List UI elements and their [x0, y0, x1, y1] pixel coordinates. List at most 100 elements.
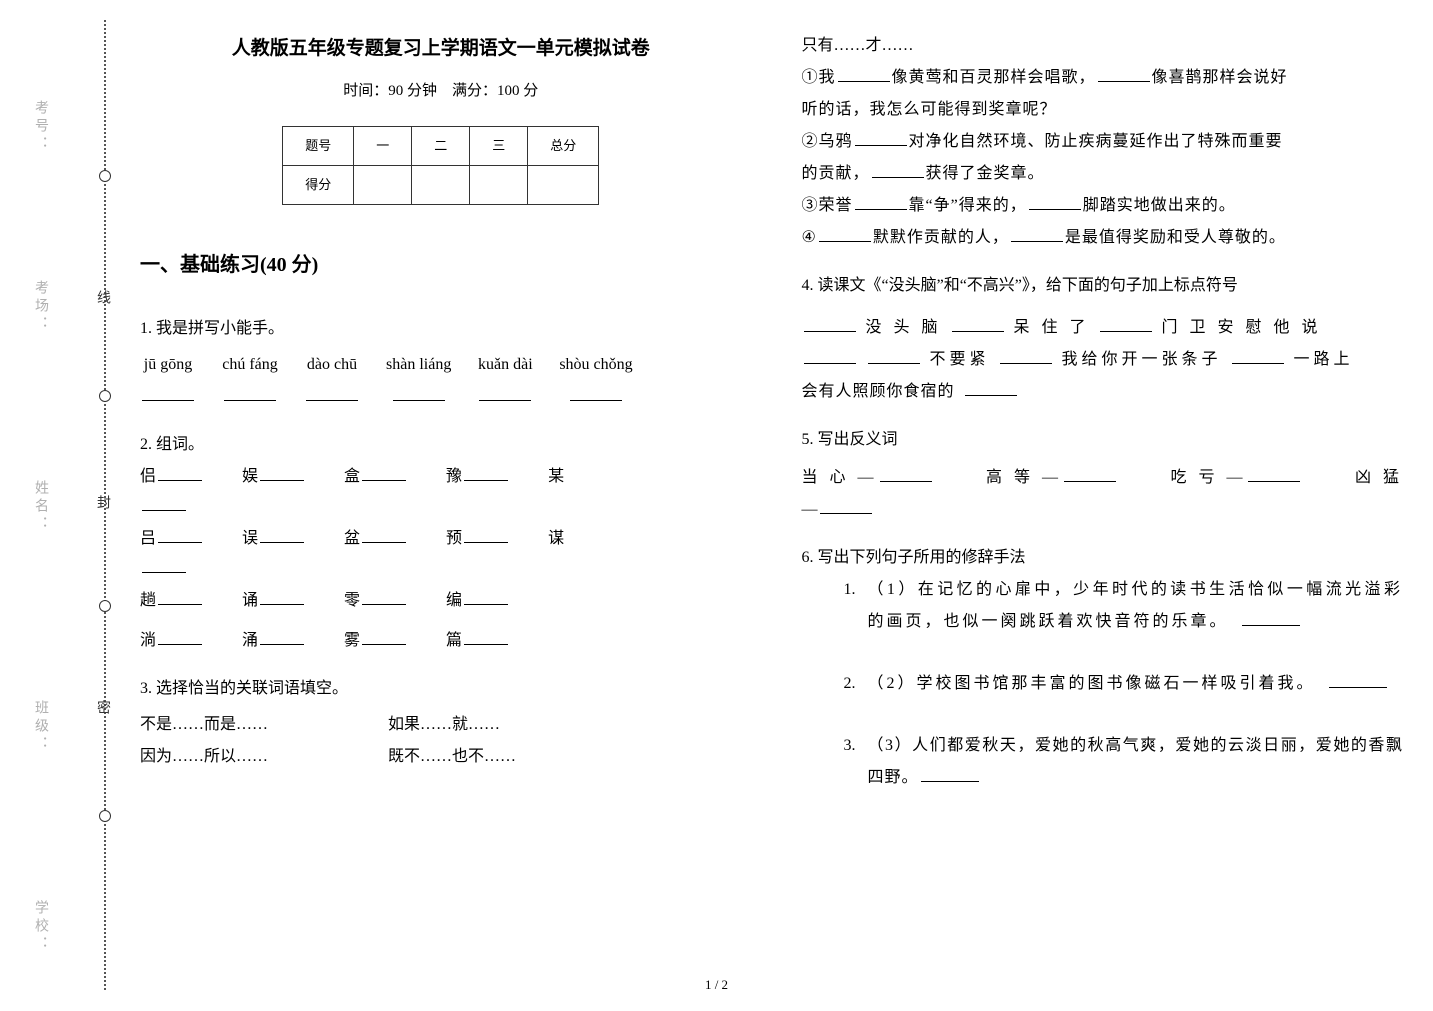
score-cell[interactable] [470, 166, 528, 205]
zuci-char: 编 [446, 592, 462, 609]
answer-blank[interactable] [965, 380, 1017, 396]
q3-item-2: ②乌鸦对净化自然环境、防止疾病蔓延作出了特殊而重要 的贡献，获得了金奖章。 [802, 126, 1404, 190]
txt: — [802, 501, 818, 518]
answer-blank[interactable] [1011, 226, 1063, 242]
answer-blank[interactable] [260, 629, 304, 645]
answer-blank[interactable] [142, 557, 186, 573]
q4-label: 4. 读课文《“没头脑”和“不高兴”》，给下面的句子加上标点符号 [802, 270, 1404, 302]
q3-item-1: ①我像黄莺和百灵那样会唱歌，像喜鹊那样会说好 听的话，我怎么可能得到奖章呢？ [802, 62, 1404, 126]
answer-blank[interactable] [872, 162, 924, 178]
sub-num: 3. [844, 730, 868, 794]
zuci-char: 预 [446, 530, 462, 547]
score-table: 题号 一 二 三 总分 得分 [282, 126, 599, 205]
zuci-char: 零 [344, 592, 360, 609]
answer-blank[interactable] [260, 527, 304, 543]
sub-text: （2）学校图书馆那丰富的图书像磁石一样吸引着我。 [868, 675, 1308, 692]
txt: 我给你开一张条子 [1062, 351, 1222, 368]
answer-blank[interactable] [464, 465, 508, 481]
zuci-char: 诵 [242, 592, 258, 609]
question-5: 5. 写出反义词 当 心 — 高 等 — 吃 亏 — 凶 猛 — [802, 424, 1404, 526]
answer-blank[interactable] [952, 316, 1004, 332]
zuci-char: 盒 [344, 468, 360, 485]
side-label-school: 学校： [30, 900, 50, 954]
answer-blank[interactable] [260, 465, 304, 481]
answer-blank[interactable] [158, 465, 202, 481]
pinyin: shòu chǒng [559, 356, 632, 373]
txt: 吃 亏 — [1170, 469, 1246, 486]
page-body: 人教版五年级专题复习上学期语文一单元模拟试卷 时间：90 分钟 满分：100 分… [140, 30, 1403, 824]
answer-blank[interactable] [921, 766, 979, 782]
zuci-char: 雾 [344, 632, 360, 649]
answer-blank[interactable] [1100, 316, 1152, 332]
fold-circle [99, 390, 111, 402]
answer-blank[interactable] [1029, 194, 1081, 210]
txt: 像喜鹊那样会说好 [1152, 69, 1288, 86]
answer-blank[interactable] [362, 629, 406, 645]
answer-blank[interactable] [464, 589, 508, 605]
answer-blank[interactable] [1232, 348, 1284, 364]
answer-blank[interactable] [868, 348, 920, 364]
answer-blank[interactable] [1064, 466, 1116, 482]
zuci-char: 误 [242, 530, 258, 547]
answer-blank[interactable] [142, 495, 186, 511]
txt: 获得了金奖章。 [926, 165, 1045, 182]
pinyin: jū gōng [144, 356, 192, 373]
answer-blank[interactable] [393, 385, 445, 401]
answer-blank[interactable] [158, 589, 202, 605]
answer-blank[interactable] [838, 66, 890, 82]
score-cell[interactable] [528, 166, 599, 205]
side-label-num: 考号： [30, 100, 50, 154]
txt: 不要紧 [930, 351, 990, 368]
score-cell[interactable] [354, 166, 412, 205]
answer-blank[interactable] [158, 527, 202, 543]
answer-blank[interactable] [362, 527, 406, 543]
answer-blank[interactable] [260, 589, 304, 605]
score-row-label: 得分 [283, 166, 354, 205]
txt: 靠“争”得来的， [909, 197, 1027, 214]
answer-blank[interactable] [1248, 466, 1300, 482]
question-1: 1. 我是拼写小能手。 jū gōng chú fáng dào chū shà… [140, 313, 742, 413]
txt: 像黄莺和百灵那样会唱歌， [892, 69, 1096, 86]
score-head: 三 [470, 127, 528, 166]
zuci-char: 娱 [242, 468, 258, 485]
txt: 会有人照顾你食宿的 [802, 383, 955, 400]
answer-blank[interactable] [804, 348, 856, 364]
side-label-room: 考场： [30, 280, 50, 334]
txt: 高 等 — [986, 469, 1062, 486]
answer-blank[interactable] [804, 316, 856, 332]
answer-blank[interactable] [142, 385, 194, 401]
txt: 默默作贡献的人， [873, 229, 1009, 246]
zuci-char: 某 [548, 468, 564, 485]
score-cell[interactable] [412, 166, 470, 205]
answer-blank[interactable] [479, 385, 531, 401]
answer-blank[interactable] [819, 226, 871, 242]
txt: 听的话，我怎么可能得到奖章呢？ [802, 101, 1057, 118]
question-4: 4. 读课文《“没头脑”和“不高兴”》，给下面的句子加上标点符号 没 头 脑 呆… [802, 270, 1404, 408]
q6-list: 1. （1）在记忆的心扉中，少年时代的读书生活恰似一幅流光溢彩的画页，也似一阕跳… [802, 574, 1404, 794]
pinyin: kuǎn dài [478, 356, 533, 373]
answer-blank[interactable] [820, 498, 872, 514]
answer-blank[interactable] [158, 629, 202, 645]
q2-label: 2. 组词。 [140, 429, 742, 461]
answer-blank[interactable] [224, 385, 276, 401]
answer-blank[interactable] [464, 629, 508, 645]
score-head: 总分 [528, 127, 599, 166]
answer-blank[interactable] [1098, 66, 1150, 82]
answer-blank[interactable] [1329, 672, 1387, 688]
answer-blank[interactable] [570, 385, 622, 401]
answer-blank[interactable] [855, 130, 907, 146]
answer-blank[interactable] [306, 385, 358, 401]
answer-blank[interactable] [464, 527, 508, 543]
answer-blank[interactable] [855, 194, 907, 210]
answer-blank[interactable] [880, 466, 932, 482]
answer-blank[interactable] [362, 589, 406, 605]
answer-blank[interactable] [1000, 348, 1052, 364]
txt: 凶 猛 [1355, 462, 1403, 494]
txt: 没 头 脑 [866, 319, 942, 336]
zuci-char: 趟 [140, 592, 156, 609]
q1-pinyin-row: jū gōng chú fáng dào chū shàn liáng kuǎn… [140, 349, 742, 413]
answer-blank[interactable] [362, 465, 406, 481]
txt: 是最值得奖励和受人尊敬的。 [1065, 229, 1286, 246]
q5-row: 当 心 — 高 等 — 吃 亏 — 凶 猛 [802, 462, 1404, 494]
answer-blank[interactable] [1242, 610, 1300, 626]
